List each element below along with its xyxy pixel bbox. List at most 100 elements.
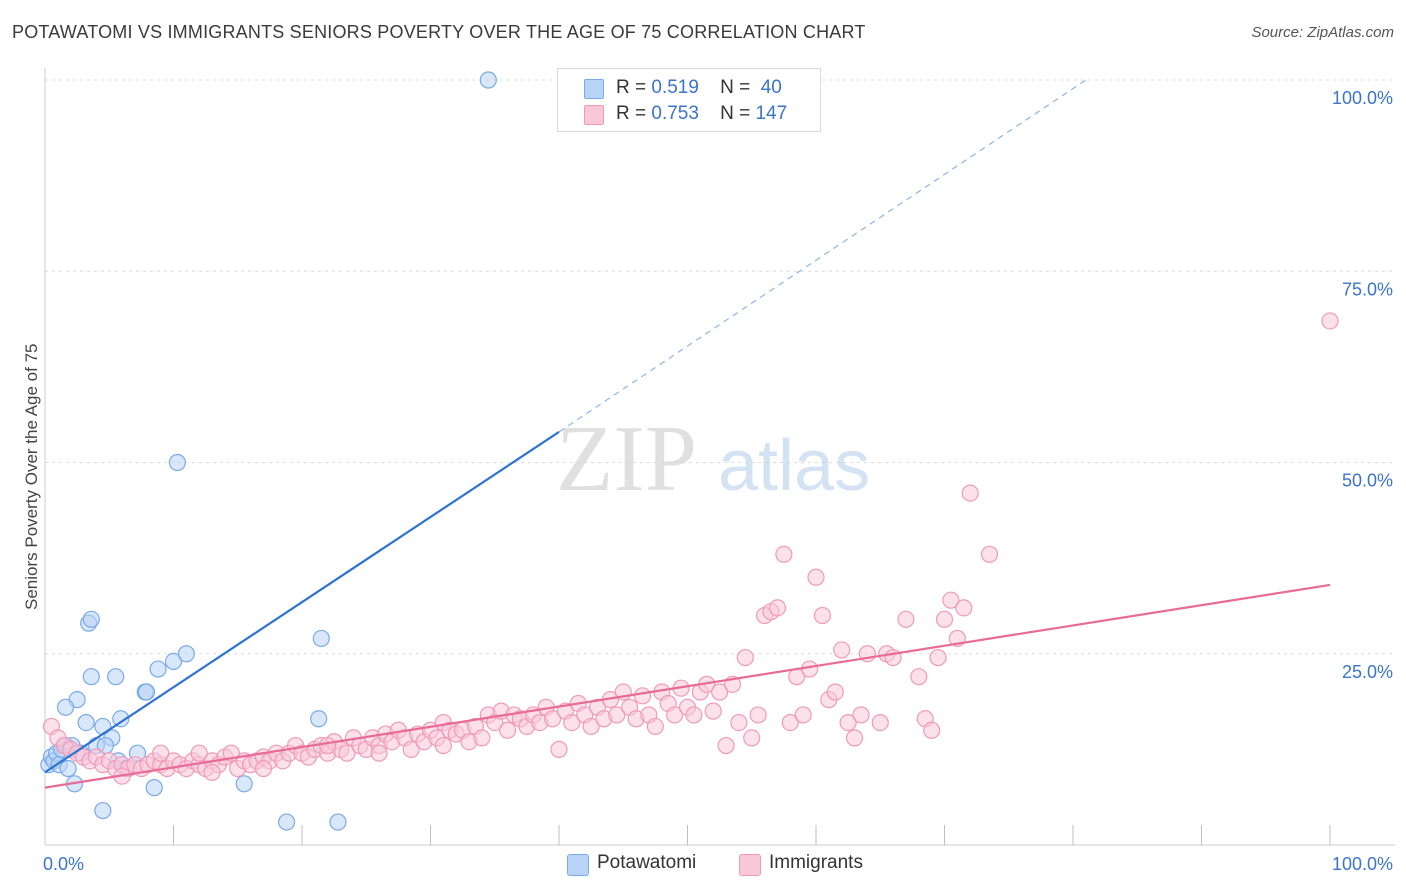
point-immigrants — [980, 545, 999, 563]
point-potawatomi — [479, 71, 497, 89]
correlation-legend: R = 0.519 N = 40 R = 0.753 N = 147 — [557, 68, 821, 132]
point-immigrants — [338, 744, 356, 762]
point-immigrants — [749, 706, 767, 724]
point-immigrants — [736, 648, 754, 667]
trend-line-immigrants — [44, 583, 1331, 789]
point-immigrants — [833, 641, 851, 659]
tick-labels: 25.0% 50.0% 75.0% 100.0% 0.0% 100.0% — [43, 88, 1393, 874]
point-potawatomi — [112, 710, 130, 728]
legend-n-value: 147 — [755, 103, 788, 124]
point-immigrants — [730, 713, 748, 732]
point-immigrants — [897, 610, 915, 628]
legend-swatch-immigrants — [584, 105, 604, 125]
point-immigrants — [800, 660, 819, 678]
point-immigrants — [910, 668, 928, 686]
point-potawatomi — [77, 713, 95, 732]
point-immigrants — [711, 683, 729, 701]
point-immigrants — [717, 736, 735, 755]
point-potawatomi — [107, 668, 125, 686]
y-tick-label: 25.0% — [1342, 662, 1393, 682]
axes — [44, 68, 1395, 846]
point-immigrants — [152, 744, 170, 762]
point-immigrants — [942, 591, 960, 609]
point-potawatomi — [94, 801, 112, 820]
point-immigrants — [203, 763, 221, 781]
point-immigrants — [190, 744, 208, 762]
point-potawatomi — [59, 759, 77, 778]
point-potawatomi — [310, 710, 328, 728]
point-potawatomi — [235, 775, 253, 793]
point-immigrants — [743, 729, 761, 747]
point-immigrants — [807, 568, 825, 586]
point-immigrants — [608, 706, 626, 724]
legend-r-value: 0.519 — [651, 77, 699, 98]
point-immigrants — [370, 744, 388, 762]
legend-n-value: 40 — [760, 77, 782, 98]
point-immigrants — [704, 702, 722, 720]
x-tick-label: 0.0% — [43, 854, 84, 874]
point-immigrants — [781, 713, 799, 732]
point-potawatomi — [329, 813, 347, 831]
point-immigrants — [935, 610, 954, 628]
watermark-atlas: atlas — [718, 426, 870, 506]
point-immigrants — [499, 721, 517, 739]
legend-r-label: R = — [616, 77, 647, 98]
legend-swatch-potawatomi — [584, 79, 604, 99]
point-immigrants — [775, 545, 793, 563]
y-axis-title: Seniors Poverty Over the Age of 75 — [22, 343, 41, 610]
legend-n-label: N = — [720, 103, 751, 124]
point-immigrants — [473, 729, 491, 747]
legend-n-label: N = — [720, 77, 751, 98]
point-immigrants — [845, 729, 864, 747]
bottom-legend-swatch-immigrants — [739, 854, 761, 876]
point-immigrants — [813, 606, 832, 625]
point-immigrants — [839, 713, 857, 732]
trend-lines — [44, 79, 1331, 789]
y-tick-label: 75.0% — [1342, 279, 1393, 299]
point-potawatomi — [145, 779, 163, 797]
legend-r-label: R = — [616, 103, 647, 124]
point-potawatomi — [137, 683, 156, 701]
point-immigrants — [550, 740, 568, 758]
point-immigrants — [852, 706, 870, 724]
point-immigrants — [685, 706, 703, 724]
point-immigrants — [402, 740, 420, 758]
point-immigrants — [768, 599, 787, 617]
point-immigrants — [434, 736, 452, 755]
watermark-zip: ZIP — [556, 407, 697, 511]
point-potawatomi — [149, 660, 167, 678]
x-tick-label: 100.0% — [1332, 854, 1393, 874]
point-potawatomi — [312, 629, 330, 648]
bottom-legend-label: Immigrants — [769, 852, 863, 873]
point-immigrants — [646, 717, 664, 736]
point-potawatomi — [56, 698, 75, 716]
point-potawatomi — [164, 652, 183, 671]
point-immigrants — [826, 683, 844, 701]
point-immigrants — [955, 599, 973, 617]
point-immigrants — [794, 706, 812, 724]
point-immigrants — [961, 484, 979, 502]
point-potawatomi — [168, 453, 186, 472]
trend-line-potawatomi — [44, 430, 560, 774]
point-immigrants — [543, 710, 562, 728]
point-immigrants — [871, 713, 889, 732]
gridlines — [45, 79, 1395, 655]
bottom-legend-swatch-potawatomi — [567, 854, 589, 876]
source-credit: Source: ZipAtlas.com — [1251, 24, 1394, 41]
point-immigrants — [563, 713, 581, 732]
point-immigrants — [929, 648, 947, 667]
point-potawatomi — [277, 813, 296, 831]
point-immigrants — [1321, 312, 1339, 330]
point-potawatomi — [177, 645, 195, 663]
chart-title: POTAWATOMI VS IMMIGRANTS SENIORS POVERTY… — [12, 22, 866, 42]
watermark: ZIP atlas — [556, 407, 870, 511]
point-potawatomi — [82, 668, 100, 686]
trend-line-potawatomi-extension — [558, 79, 1087, 433]
y-tick-label: 50.0% — [1342, 471, 1393, 491]
legend-r-value: 0.753 — [651, 103, 699, 124]
bottom-legend-label: Potawatomi — [597, 852, 697, 873]
point-potawatomi — [82, 610, 100, 628]
point-immigrants — [633, 687, 652, 705]
point-immigrants — [923, 721, 941, 739]
